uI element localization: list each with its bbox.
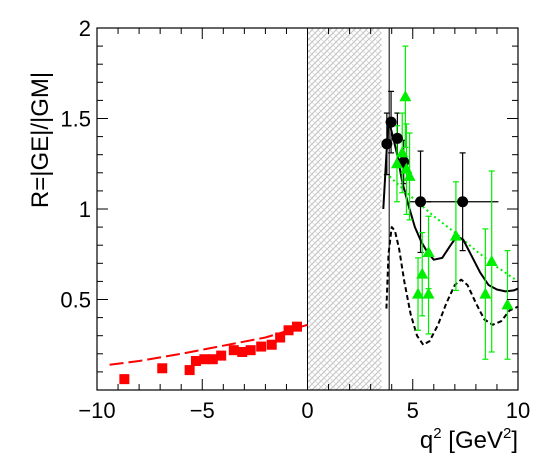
point-square-2 xyxy=(157,363,168,374)
point-square-9 xyxy=(237,346,248,357)
y-tick-label: 1 xyxy=(79,197,91,222)
x-tick-label: 10 xyxy=(506,398,530,423)
point-triangle-8 xyxy=(422,287,435,299)
unphysical-region-fill xyxy=(307,28,382,390)
point-triangle-2 xyxy=(396,146,409,158)
point-circle-5 xyxy=(415,196,427,208)
curve-dashed-4 xyxy=(385,226,518,346)
x-axis-title: q2 [GeV2] xyxy=(420,425,518,454)
point-triangle-6 xyxy=(412,287,425,299)
point-triangle-11 xyxy=(479,287,492,299)
point-triangle-10 xyxy=(449,229,462,241)
point-triangle-9 xyxy=(422,245,435,257)
point-square-7 xyxy=(216,350,227,361)
point-square-12 xyxy=(266,339,277,350)
x-tick-label: 5 xyxy=(407,398,419,423)
error-bars xyxy=(383,45,511,360)
point-triangle-3 xyxy=(399,90,412,102)
curve-dashed-1 xyxy=(109,323,308,366)
point-square-6 xyxy=(207,354,218,365)
point-circle-3 xyxy=(391,132,403,144)
point-square-10 xyxy=(245,345,256,356)
y-tick-label: 2 xyxy=(79,16,91,41)
point-triangle-1 xyxy=(390,157,403,169)
point-square-3 xyxy=(184,365,195,376)
y-tick-label: 0.5 xyxy=(60,288,91,313)
x-tick-label: 0 xyxy=(301,398,313,423)
point-square-14 xyxy=(283,325,294,336)
y-tick-label: 1.5 xyxy=(60,107,91,132)
point-square-1 xyxy=(119,374,130,385)
unphysical-region-band xyxy=(307,28,390,390)
point-triangle-13 xyxy=(501,298,514,310)
x-tick-label: −10 xyxy=(78,398,115,423)
point-triangle-7 xyxy=(416,267,429,279)
point-square-8 xyxy=(228,345,239,356)
point-square-5 xyxy=(199,354,210,365)
point-circle-2 xyxy=(385,116,397,128)
point-square-13 xyxy=(275,332,286,343)
tick-labels: −10 −5 0 5 10 0.5 1 1.5 2 xyxy=(60,16,530,423)
point-circle-6 xyxy=(457,196,469,208)
y-axis-title: R=|GE|/|GM| xyxy=(27,72,54,208)
point-square-15 xyxy=(291,321,302,332)
point-triangle-12 xyxy=(485,254,498,266)
axis-ticks xyxy=(96,27,519,391)
curve-dotted-2 xyxy=(388,175,518,283)
x-tick-label: −5 xyxy=(190,398,215,423)
point-triangle-5 xyxy=(403,169,416,181)
data-points xyxy=(119,90,514,385)
point-square-4 xyxy=(190,356,201,367)
point-circle-1 xyxy=(381,138,393,150)
point-square-11 xyxy=(256,341,267,352)
